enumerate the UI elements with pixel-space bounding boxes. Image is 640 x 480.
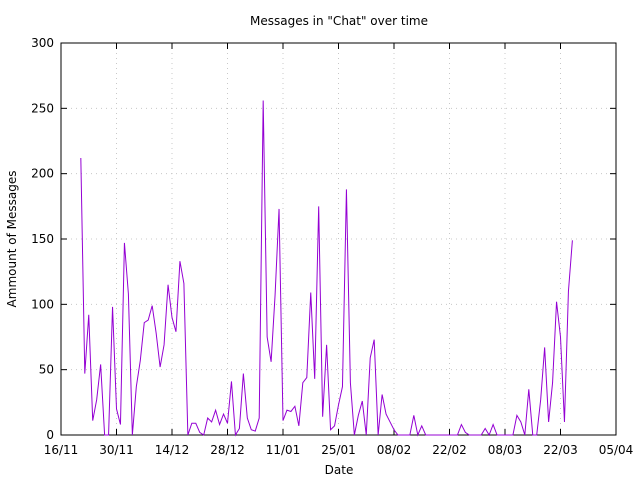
x-tick-label: 11/01 — [266, 443, 301, 457]
y-tick-label: 0 — [46, 428, 54, 442]
y-axis-title: Ammount of Messages — [5, 171, 19, 308]
x-tick-label: 22/02 — [432, 443, 467, 457]
chart-title: Messages in "Chat" over time — [250, 14, 428, 28]
x-tick-label: 30/11 — [99, 443, 134, 457]
series-line-0 — [80, 100, 573, 437]
x-tick-label: 16/11 — [44, 443, 79, 457]
x-tick-label: 25/01 — [321, 443, 356, 457]
axis-ticks: 0 50 100 150 200 250 300 16/11 30/11 14/12 28/12 11… — [31, 36, 633, 457]
y-tick-label: 300 — [31, 36, 54, 50]
grid — [61, 43, 616, 435]
y-tick-label: 150 — [31, 232, 54, 246]
y-tick-label: 50 — [39, 363, 54, 377]
x-tick-label: 08/02 — [377, 443, 412, 457]
x-tick-label: 22/03 — [543, 443, 578, 457]
y-tick-label: 200 — [31, 167, 54, 181]
x-tick-label: 08/03 — [488, 443, 523, 457]
x-tick-label: 28/12 — [210, 443, 245, 457]
y-tick-label: 100 — [31, 297, 54, 311]
x-axis-title: Date — [325, 463, 354, 477]
series-layer — [80, 100, 573, 437]
x-tick-label: 14/12 — [155, 443, 190, 457]
x-tick-label: 05/04 — [599, 443, 634, 457]
y-tick-label: 250 — [31, 101, 54, 115]
